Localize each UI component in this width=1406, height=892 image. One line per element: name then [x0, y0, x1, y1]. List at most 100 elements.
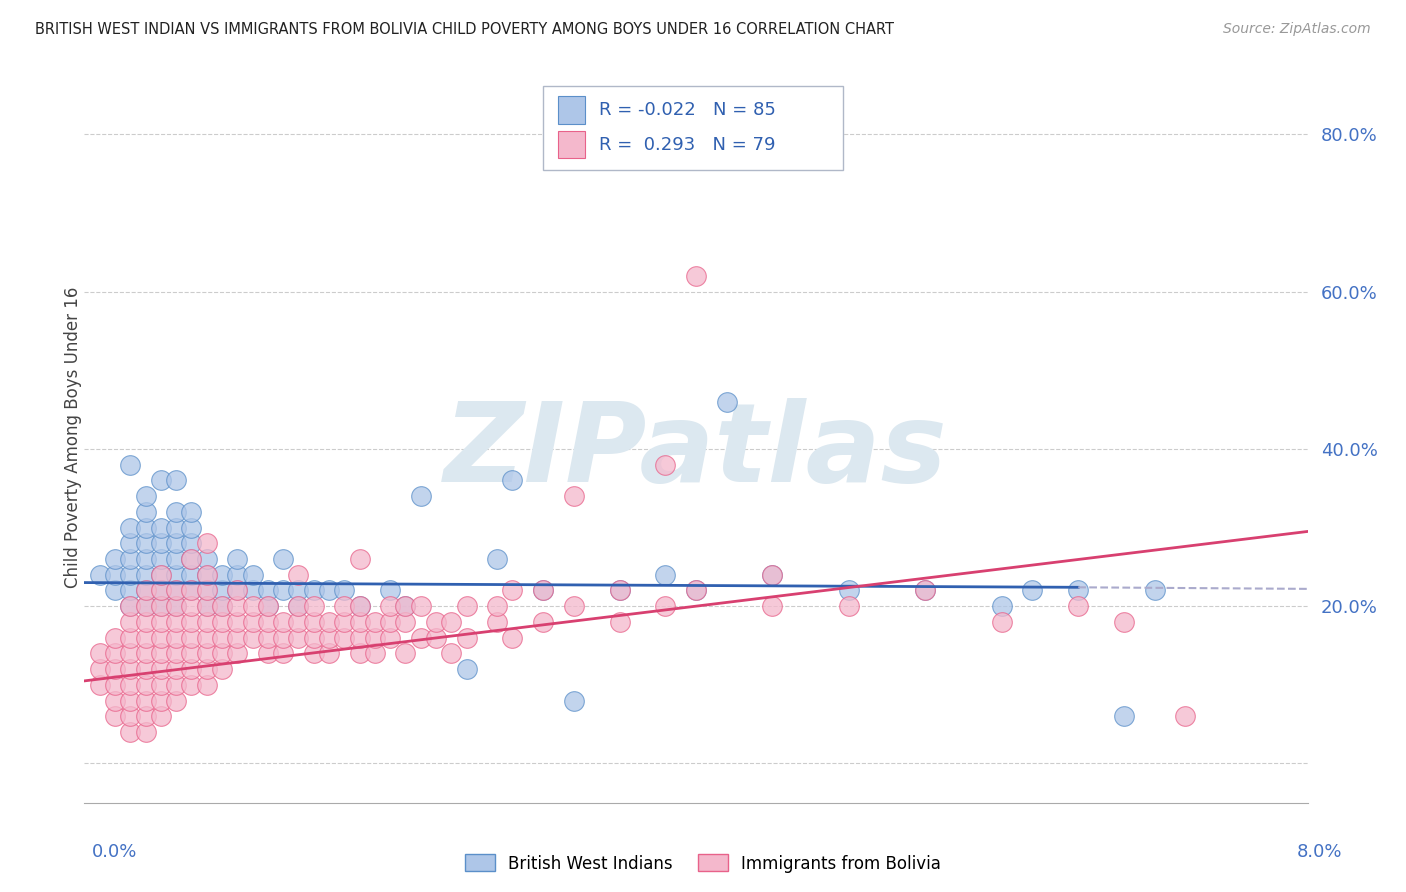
Point — [211, 599, 233, 614]
Point — [318, 615, 340, 629]
Point — [165, 646, 187, 660]
Point — [165, 536, 187, 550]
FancyBboxPatch shape — [543, 86, 842, 170]
Point — [242, 631, 264, 645]
Point — [104, 631, 127, 645]
Point — [165, 583, 187, 598]
Point — [761, 567, 783, 582]
Point — [991, 599, 1014, 614]
Point — [562, 489, 585, 503]
Point — [165, 583, 187, 598]
Point — [165, 615, 187, 629]
Point — [654, 458, 676, 472]
Point — [195, 615, 218, 629]
Point — [609, 615, 631, 629]
Point — [287, 631, 309, 645]
Point — [654, 599, 676, 614]
Point — [1021, 583, 1043, 598]
Point — [195, 631, 218, 645]
Point — [135, 631, 157, 645]
Point — [349, 599, 371, 614]
Point — [257, 646, 280, 660]
Point — [104, 567, 127, 582]
Point — [180, 631, 202, 645]
Point — [486, 552, 509, 566]
Point — [135, 615, 157, 629]
Point — [502, 631, 524, 645]
Point — [440, 615, 463, 629]
Point — [211, 646, 233, 660]
Point — [89, 662, 111, 676]
Point — [226, 583, 249, 598]
Point — [104, 709, 127, 723]
Point — [271, 552, 294, 566]
Point — [226, 631, 249, 645]
Text: R =  0.293   N = 79: R = 0.293 N = 79 — [599, 136, 776, 153]
Point — [838, 583, 860, 598]
Point — [165, 599, 187, 614]
Point — [120, 567, 142, 582]
Point — [149, 709, 172, 723]
Point — [211, 567, 233, 582]
Point — [135, 678, 157, 692]
Point — [135, 583, 157, 598]
Point — [318, 583, 340, 598]
Point — [685, 583, 707, 598]
Text: Source: ZipAtlas.com: Source: ZipAtlas.com — [1223, 22, 1371, 37]
Point — [425, 631, 447, 645]
Point — [761, 567, 783, 582]
Point — [149, 646, 172, 660]
Point — [165, 662, 187, 676]
Point — [287, 567, 309, 582]
Point — [195, 567, 218, 582]
Point — [685, 583, 707, 598]
Point — [364, 631, 387, 645]
Point — [180, 583, 202, 598]
Point — [195, 599, 218, 614]
Point — [456, 599, 478, 614]
Point — [486, 599, 509, 614]
Point — [149, 536, 172, 550]
Point — [120, 520, 142, 534]
Point — [149, 567, 172, 582]
Point — [135, 662, 157, 676]
Point — [333, 599, 356, 614]
Point — [120, 458, 142, 472]
Point — [149, 693, 172, 707]
Point — [502, 583, 524, 598]
Point — [287, 599, 309, 614]
Point — [89, 646, 111, 660]
Point — [1114, 615, 1136, 629]
Point — [562, 693, 585, 707]
Point — [180, 599, 202, 614]
Point — [165, 473, 187, 487]
FancyBboxPatch shape — [558, 130, 585, 159]
Point — [180, 505, 202, 519]
Point — [135, 489, 157, 503]
Point — [349, 631, 371, 645]
Point — [135, 725, 157, 739]
Point — [120, 552, 142, 566]
Point — [257, 599, 280, 614]
Point — [195, 552, 218, 566]
Point — [1174, 709, 1197, 723]
Point — [135, 567, 157, 582]
Point — [333, 615, 356, 629]
Point — [180, 520, 202, 534]
Point — [149, 615, 172, 629]
Point — [211, 662, 233, 676]
Legend: British West Indians, Immigrants from Bolivia: British West Indians, Immigrants from Bo… — [458, 847, 948, 880]
Point — [211, 631, 233, 645]
Text: R = -0.022   N = 85: R = -0.022 N = 85 — [599, 101, 776, 120]
Point — [195, 583, 218, 598]
Point — [364, 615, 387, 629]
Point — [180, 662, 202, 676]
Point — [165, 631, 187, 645]
Point — [394, 646, 416, 660]
Point — [349, 599, 371, 614]
Point — [242, 567, 264, 582]
Point — [149, 599, 172, 614]
Point — [364, 646, 387, 660]
Point — [149, 567, 172, 582]
Point — [302, 583, 325, 598]
